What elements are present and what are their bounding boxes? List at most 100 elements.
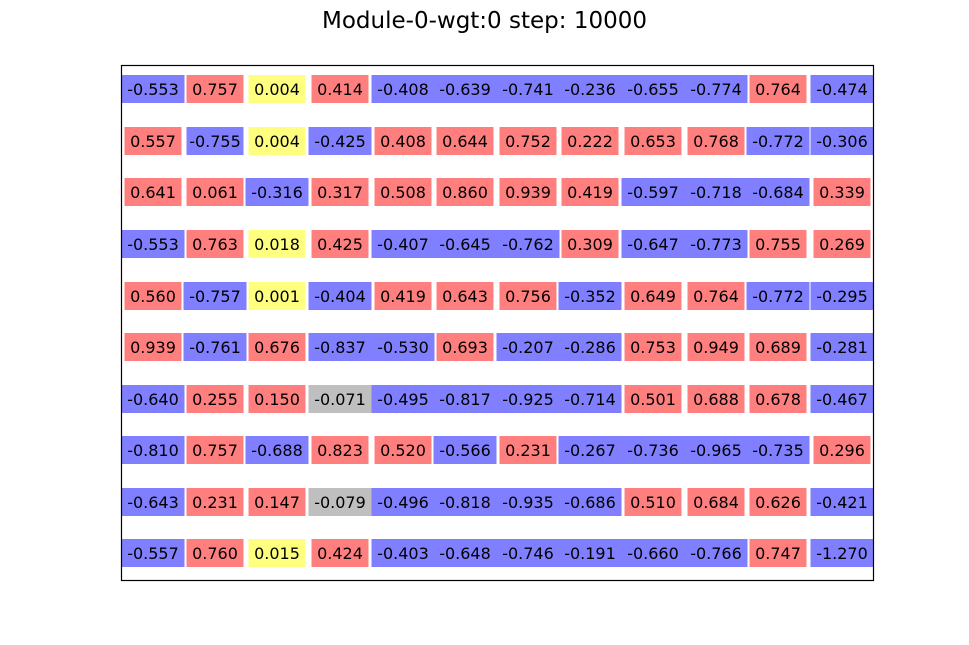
cell-bg-r1-c0	[124, 127, 182, 155]
cell-bg-r8-c9	[687, 488, 745, 516]
cell-value-r8-c5: -0.818	[439, 493, 491, 512]
cell-bg-r2-c5	[436, 178, 494, 206]
cell-bg-r3-c5	[433, 230, 497, 258]
cell-bg-r9-c5	[433, 539, 497, 567]
cell-value-r3-c2: 0.018	[254, 235, 300, 254]
cell-value-r3-c11: 0.269	[819, 235, 865, 254]
cell-bg-r9-c3	[311, 539, 369, 567]
cell-value-r7-c9: -0.965	[690, 441, 742, 460]
cell-bg-r5-c2	[248, 333, 306, 361]
cell-bg-r4-c8	[624, 282, 682, 310]
cell-bg-r1-c11	[810, 127, 874, 155]
cell-bg-r0-c6	[496, 75, 560, 103]
cell-bg-r0-c1	[186, 75, 244, 103]
cell-bg-r6-c10	[749, 385, 807, 413]
cell-value-r6-c11: -0.467	[816, 390, 868, 409]
cell-bg-r9-c11	[810, 539, 874, 567]
cell-value-r5-c0: 0.939	[130, 338, 176, 357]
cell-value-r2-c7: 0.419	[567, 183, 613, 202]
cell-value-r4-c1: -0.757	[189, 287, 241, 306]
cell-value-r1-c10: -0.772	[752, 132, 804, 151]
cell-bg-r9-c1	[186, 539, 244, 567]
cell-bg-r5-c6	[496, 333, 560, 361]
cell-value-r0-c9: -0.774	[690, 80, 742, 99]
cell-value-r4-c4: 0.419	[380, 287, 426, 306]
cell-value-r4-c3: -0.404	[314, 287, 366, 306]
cell-value-r4-c5: 0.643	[442, 287, 488, 306]
cell-value-r2-c11: 0.339	[819, 183, 865, 202]
cell-bg-r8-c4	[371, 488, 435, 516]
cell-bg-r3-c10	[749, 230, 807, 258]
cell-bg-r6-c8	[624, 385, 682, 413]
cell-value-r2-c6: 0.939	[505, 183, 551, 202]
cell-bg-r5-c10	[749, 333, 807, 361]
cell-value-r3-c3: 0.425	[317, 235, 363, 254]
cell-value-r5-c8: 0.753	[630, 338, 676, 357]
cell-value-r6-c2: 0.150	[254, 390, 300, 409]
cell-value-r3-c9: -0.773	[690, 235, 742, 254]
cell-bg-r2-c11	[813, 178, 871, 206]
cell-bg-r3-c11	[813, 230, 871, 258]
cell-bg-r4-c4	[374, 282, 432, 310]
cell-value-r9-c9: -0.766	[690, 544, 742, 563]
cell-value-r2-c2: -0.316	[251, 183, 303, 202]
cell-value-r2-c5: 0.860	[442, 183, 488, 202]
cell-value-r6-c0: -0.640	[127, 390, 179, 409]
cell-bg-r7-c3	[311, 436, 369, 464]
cell-bg-r6-c1	[186, 385, 244, 413]
cell-bg-r4-c9	[687, 282, 745, 310]
cell-bg-r0-c3	[311, 75, 369, 103]
cell-value-r8-c11: -0.421	[816, 493, 868, 512]
cell-bg-r1-c3	[308, 127, 372, 155]
cell-bg-r8-c11	[810, 488, 874, 516]
cell-value-r3-c5: -0.645	[439, 235, 491, 254]
cell-bg-r3-c7	[561, 230, 619, 258]
cell-bg-r0-c7	[558, 75, 622, 103]
cells-layer: -0.553 0.757 0.004 0.414 -0.408 -0.639 -0.741-…	[121, 75, 874, 567]
cell-bg-r7-c10	[746, 436, 810, 464]
cell-value-r7-c7: -0.267	[564, 441, 616, 460]
cell-value-r6-c10: 0.678	[755, 390, 801, 409]
cell-bg-r0-c0	[121, 75, 185, 103]
cell-value-r0-c4: -0.408	[377, 80, 429, 99]
cell-bg-r9-c7	[558, 539, 622, 567]
cell-bg-r5-c11	[810, 333, 874, 361]
cell-value-r5-c3: -0.837	[314, 338, 366, 357]
cell-bg-r0-c5	[433, 75, 497, 103]
cell-bg-r3-c4	[371, 230, 435, 258]
cell-value-r3-c8: -0.647	[627, 235, 679, 254]
cell-value-r1-c4: 0.408	[380, 132, 426, 151]
cell-bg-r0-c4	[371, 75, 435, 103]
cell-bg-r3-c6	[496, 230, 560, 258]
cell-bg-r8-c1	[186, 488, 244, 516]
cell-bg-r5-c3	[308, 333, 372, 361]
cell-bg-r6-c9	[687, 385, 745, 413]
cell-value-r5-c6: -0.207	[502, 338, 554, 357]
cell-bg-r5-c9	[687, 333, 745, 361]
cell-bg-r7-c9	[684, 436, 748, 464]
cell-value-r6-c5: -0.817	[439, 390, 491, 409]
cell-value-r9-c7: -0.191	[564, 544, 616, 563]
cell-value-r6-c8: 0.501	[630, 390, 676, 409]
cell-bg-r1-c9	[687, 127, 745, 155]
cell-bg-r8-c3	[308, 488, 372, 516]
cell-bg-r7-c11	[813, 436, 871, 464]
cell-bg-r3-c0	[121, 230, 185, 258]
cell-bg-r2-c7	[561, 178, 619, 206]
cell-bg-r3-c9	[684, 230, 748, 258]
cell-bg-r8-c7	[558, 488, 622, 516]
cell-bg-r8-c8	[624, 488, 682, 516]
cell-bg-r1-c1	[186, 127, 244, 155]
cell-value-r4-c7: -0.352	[564, 287, 616, 306]
cell-bg-r2-c8	[621, 178, 685, 206]
cell-bg-r7-c7	[558, 436, 622, 464]
cell-bg-r2-c10	[746, 178, 810, 206]
cell-value-r8-c3: -0.079	[314, 493, 366, 512]
cell-value-r9-c3: 0.424	[317, 544, 363, 563]
cell-bg-r9-c2	[248, 539, 306, 567]
cell-bg-r0-c11	[810, 75, 874, 103]
cell-bg-r2-c6	[499, 178, 557, 206]
cell-value-r1-c6: 0.752	[505, 132, 551, 151]
cell-value-r6-c9: 0.688	[693, 390, 739, 409]
